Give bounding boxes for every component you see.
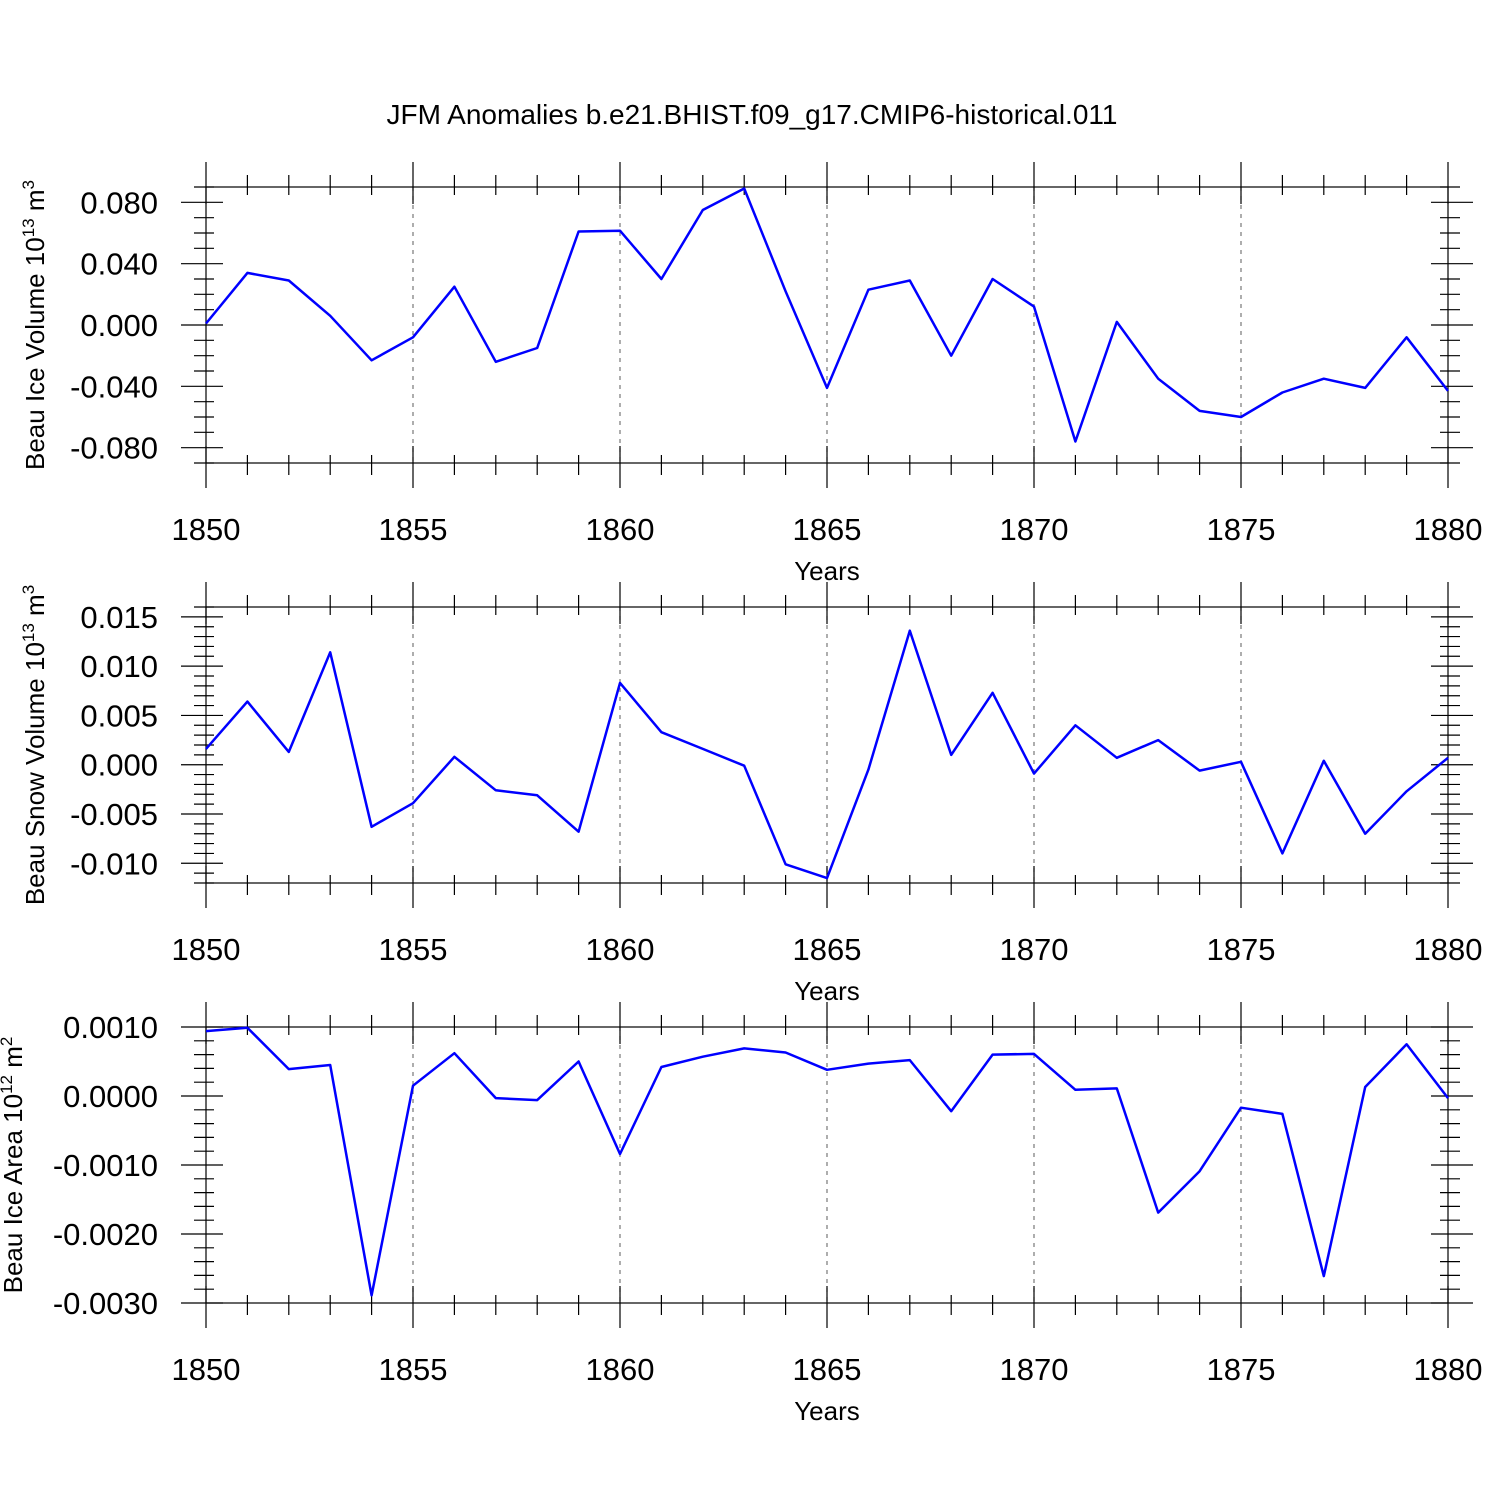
y-tick-label: -0.0020 bbox=[53, 1217, 158, 1252]
y-axis-label-exponent: 13 bbox=[19, 623, 38, 642]
y-axis-label: Beau Ice Area 1012 m2 bbox=[0, 1037, 28, 1294]
y-tick-label: 0.0010 bbox=[63, 1010, 158, 1045]
y-tick-label: -0.040 bbox=[70, 369, 158, 404]
panel-ice-volume: 0.080 0.040 0.000 -0.040 -0.080 1850 1855 1860 1… bbox=[19, 162, 1482, 586]
x-tick-label: 1870 bbox=[1000, 932, 1069, 967]
y-tick-label: 0.040 bbox=[80, 247, 158, 282]
x-tick-label: 1865 bbox=[793, 932, 862, 967]
x-tick-label: 1875 bbox=[1207, 932, 1276, 967]
figure-title: JFM Anomalies b.e21.BHIST.f09_g17.CMIP6-… bbox=[387, 99, 1118, 130]
x-axis-label: Years bbox=[794, 556, 860, 586]
x-tick-label: 1860 bbox=[586, 932, 655, 967]
panel-ice-area: 0.0010 0.0000 -0.0010 -0.0020 -0.0030 1850 185… bbox=[0, 1002, 1482, 1426]
y-tick-label: -0.0010 bbox=[53, 1148, 158, 1183]
x-tick-label: 1880 bbox=[1414, 512, 1483, 547]
y-axis-label-exponent: 12 bbox=[0, 1075, 16, 1094]
panel-snow-volume: 0.015 0.010 0.005 0.000 -0.005 -0.010 1850 1855… bbox=[19, 582, 1482, 1006]
x-tick-label: 1875 bbox=[1207, 512, 1276, 547]
y-tick-label: 0.010 bbox=[80, 649, 158, 684]
x-tick-label: 1850 bbox=[172, 1352, 241, 1387]
x-axis-label: Years bbox=[794, 1396, 860, 1426]
x-tick-label: 1860 bbox=[586, 512, 655, 547]
x-tick-label: 1865 bbox=[793, 1352, 862, 1387]
y-axis-label: Beau Snow Volume 1013 m3 bbox=[19, 585, 50, 905]
y-axis-label-unit: m bbox=[20, 189, 50, 218]
y-tick-label: -0.0030 bbox=[53, 1286, 158, 1321]
y-tick-label: 0.005 bbox=[80, 698, 158, 733]
y-axis-label-exponent: 13 bbox=[19, 218, 38, 237]
y-tick-label: 0.015 bbox=[80, 600, 158, 635]
y-tick-label: 0.000 bbox=[80, 748, 158, 783]
y-axis-label-text: Beau Snow Volume 10 bbox=[20, 642, 50, 905]
x-tick-label: 1860 bbox=[586, 1352, 655, 1387]
x-tick-label: 1865 bbox=[793, 512, 862, 547]
x-tick-label: 1870 bbox=[1000, 1352, 1069, 1387]
series-line bbox=[205, 1026, 1449, 1297]
y-tick-label: 0.080 bbox=[80, 185, 158, 220]
y-tick-label: 0.0000 bbox=[63, 1079, 158, 1114]
y-axis-label-text: Beau Ice Volume 10 bbox=[20, 237, 50, 470]
y-axis-label-unit-exponent: 3 bbox=[19, 180, 38, 189]
x-tick-label: 1880 bbox=[1414, 1352, 1483, 1387]
y-axis-label-unit: m bbox=[20, 594, 50, 623]
y-tick-label: -0.080 bbox=[70, 431, 158, 466]
x-tick-label: 1855 bbox=[379, 932, 448, 967]
y-tick-label: -0.010 bbox=[70, 846, 158, 881]
series-line bbox=[205, 187, 1449, 443]
x-tick-label: 1875 bbox=[1207, 1352, 1276, 1387]
series-line bbox=[205, 629, 1449, 880]
x-tick-label: 1855 bbox=[379, 1352, 448, 1387]
x-tick-label: 1855 bbox=[379, 512, 448, 547]
x-tick-label: 1870 bbox=[1000, 512, 1069, 547]
x-axis-label: Years bbox=[794, 976, 860, 1006]
x-tick-label: 1880 bbox=[1414, 932, 1483, 967]
x-tick-label: 1850 bbox=[172, 512, 241, 547]
y-axis-label: Beau Ice Volume 1013 m3 bbox=[19, 180, 50, 470]
x-tick-label: 1850 bbox=[172, 932, 241, 967]
y-axis-label-unit-exponent: 2 bbox=[0, 1037, 16, 1046]
y-axis-label-unit: m bbox=[0, 1046, 28, 1075]
y-axis-label-unit-exponent: 3 bbox=[19, 585, 38, 594]
y-tick-label: -0.005 bbox=[70, 797, 158, 832]
y-axis-label-text: Beau Ice Area 10 bbox=[0, 1094, 28, 1293]
y-tick-label: 0.000 bbox=[80, 308, 158, 343]
